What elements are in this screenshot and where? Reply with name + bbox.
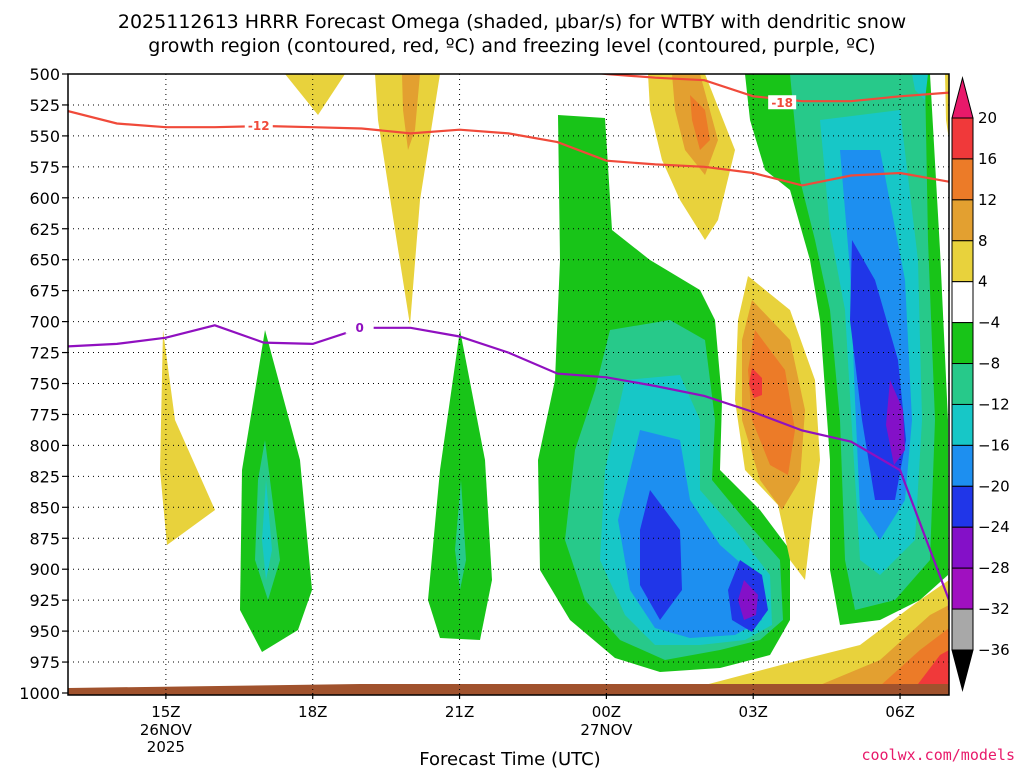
y-tick-label: 650 [29,251,60,270]
colorbar-box [951,444,974,487]
x-tick-label: 00Z [592,703,621,721]
y-tick-label: 1000 [19,684,60,703]
y-tick-label: 625 [29,220,60,239]
contour-label-bg [345,319,374,334]
y-tick-label: 850 [29,498,60,517]
y-tick-label: 675 [29,282,60,301]
y-tick-label: 825 [29,467,60,486]
contour-label-bg [244,117,273,132]
x-tick-label: 15Z [151,703,180,721]
y-tick-label: 950 [29,622,60,641]
x-axis-label: Forecast Time (UTC) [419,749,600,768]
y-tick-label: 500 [29,65,60,84]
contour-label: 0 [355,321,363,335]
colorbar-label: −24 [978,518,1010,536]
omega-shading [68,74,949,695]
colorbar-label: −4 [978,314,1000,332]
colorbar-box [951,117,974,160]
y-tick-label: 900 [29,560,60,579]
x-tick-date: 26NOV [140,721,193,739]
colorbar-label: 4 [978,273,988,291]
colorbar-label: −28 [978,559,1010,577]
colorbar: 20 16 12 8 4 −4 −8 −12 −16 −20 −24 −28 −32 −36 [951,76,1010,692]
colorbar-label: 16 [978,150,997,168]
chart-title-line1: 2025112613 HRRR Forecast Omega (shaded, … [118,11,906,33]
colorbar-box [951,322,974,365]
x-tick-label: 21Z [445,703,474,721]
dotted-grid [68,74,949,693]
contour-lines: -12 -18 0 [68,74,949,611]
x-tick-label: 03Z [739,703,768,721]
y-tick-label: 550 [29,127,60,146]
contour-label: -12 [248,119,270,133]
x-tick-date: 27NOV [580,721,633,739]
contour-line [68,324,949,611]
colorbar-label: −8 [978,355,1000,373]
colorbar-box [951,363,974,405]
colorbar-box [951,199,974,242]
colorbar-label: −12 [978,395,1010,413]
y-tick-label: 525 [29,96,60,115]
x-tick-label: 06Z [885,703,914,721]
contour-label-bg [768,95,797,110]
y-tick-label: 725 [29,344,60,363]
colorbar-label: 12 [978,191,997,209]
colorbar-label: −32 [978,600,1010,618]
colorbar-box [951,485,974,528]
x-tick-label: 18Z [298,703,327,721]
colorbar-box [951,567,974,610]
y-tick-label: 925 [29,591,60,610]
contour-label: -18 [771,96,793,110]
colorbar-bottom-triangle [951,649,974,692]
chart-title-line2: growth region (contoured, red, ºC) and f… [148,35,875,57]
y-tick-label: 975 [29,653,60,672]
contour-line [597,74,949,103]
y-tick-label: 775 [29,405,60,424]
y-tick-label: 700 [29,313,60,332]
y-tick-label: 575 [29,158,60,177]
plot-frame [67,73,950,696]
y-tick-label: 600 [29,189,60,208]
credit-text: coolwx.com/models [861,746,1015,764]
colorbar-box [951,240,974,283]
y-tick-label: 875 [29,529,60,548]
x-tick-year: 2025 [147,738,185,756]
y-tick-label: 750 [29,375,60,394]
colorbar-top-triangle [951,76,974,119]
colorbar-box [951,526,974,569]
colorbar-box [951,158,974,201]
y-tick-label: 800 [29,436,60,455]
colorbar-box [951,608,974,651]
y-axis: 500 525 550 575 600 625 650 675 700 725 750 775 800 8… [19,65,68,703]
colorbar-label: 8 [978,232,988,250]
contour-line [68,110,949,187]
colorbar-box [951,281,974,324]
colorbar-box [951,403,974,446]
colorbar-label: −36 [978,641,1010,659]
colorbar-label: 20 [978,109,997,127]
colorbar-label: −16 [978,436,1010,454]
colorbar-label: −20 [978,477,1010,495]
